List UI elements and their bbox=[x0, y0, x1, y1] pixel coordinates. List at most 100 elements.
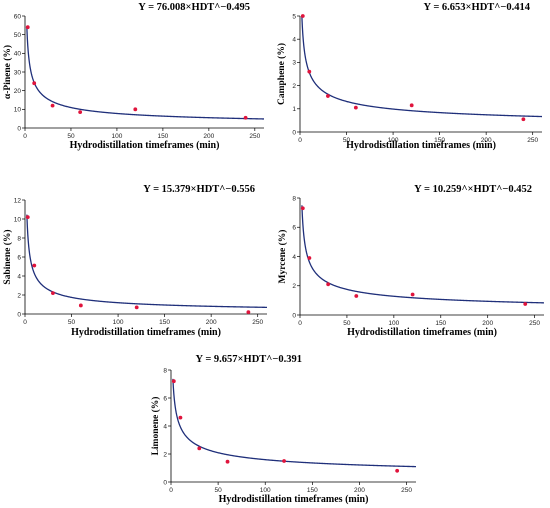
data-point bbox=[246, 310, 251, 314]
data-point bbox=[307, 256, 312, 260]
equation-label: Y = 9.657×HDT^−0.391 bbox=[196, 354, 303, 365]
data-point bbox=[300, 14, 305, 18]
y-tick-label: 2 bbox=[292, 83, 296, 90]
chart-panel-2: 0 50 100 150 200 250 0 1 2 3 4 5 Y = 6.653×HDT^−0.41… bbox=[276, 2, 543, 151]
data-point bbox=[50, 103, 55, 108]
x-tick-label: 100 bbox=[388, 137, 399, 144]
data-point bbox=[32, 81, 37, 86]
y-axis-label: α-Pinene (%) bbox=[2, 45, 13, 99]
data-point bbox=[133, 107, 138, 112]
x-axis-label: Hydrodistillation timeframes (min) bbox=[70, 140, 220, 151]
y-tick-label: 4 bbox=[17, 273, 21, 280]
x-tick-label: 200 bbox=[481, 137, 492, 144]
y-axis-label: Sabinene (%) bbox=[2, 229, 13, 284]
x-tick-label: 150 bbox=[434, 137, 445, 144]
data-point bbox=[326, 282, 331, 287]
data-point bbox=[51, 291, 55, 295]
chart-panel-1: 0 50 100 150 200 250 0 10 20 30 40 50 60 Y = 76.008×H… bbox=[2, 2, 265, 151]
data-point bbox=[78, 110, 83, 115]
fit-curve bbox=[26, 27, 265, 120]
y-tick-label: 60 bbox=[14, 13, 22, 20]
y-tick-label: 8 bbox=[292, 195, 296, 202]
y-tick-label: 1 bbox=[292, 106, 296, 113]
y-tick-label: 3 bbox=[292, 60, 296, 67]
y-tick-label: 0 bbox=[17, 311, 21, 318]
data-point bbox=[32, 263, 37, 268]
x-axis-label: Hydrodistillation timeframes (min) bbox=[347, 327, 497, 338]
x-tick-label: 0 bbox=[23, 133, 27, 140]
y-axis-label: Limonene (%) bbox=[150, 397, 161, 456]
x-tick-label: 150 bbox=[159, 319, 170, 326]
data-point bbox=[171, 379, 176, 384]
y-tick-label: 50 bbox=[14, 32, 22, 39]
equation-label: Y = 76.008×HDT^−0.495 bbox=[138, 2, 250, 13]
x-tick-label: 0 bbox=[298, 137, 302, 144]
y-tick-label: 30 bbox=[14, 69, 22, 76]
fit-curve bbox=[301, 16, 543, 118]
x-tick-label: 150 bbox=[157, 133, 168, 140]
chart-panel-5: 0 50 100 150 200 250 0 2 4 6 8 Y = 9.657×HDT^−0.391… bbox=[150, 354, 417, 505]
data-point bbox=[326, 94, 330, 98]
x-tick-label: 100 bbox=[260, 487, 271, 494]
data-point bbox=[409, 103, 414, 108]
x-tick-label: 200 bbox=[206, 319, 217, 326]
data-point bbox=[395, 468, 400, 473]
y-tick-label: 10 bbox=[14, 107, 22, 114]
y-tick-label: 20 bbox=[14, 88, 22, 95]
x-tick-label: 250 bbox=[527, 137, 538, 144]
x-tick-label: 150 bbox=[307, 487, 318, 494]
x-tick-label: 250 bbox=[252, 319, 263, 326]
y-tick-label: 4 bbox=[163, 423, 167, 430]
data-point bbox=[307, 69, 312, 74]
data-point bbox=[134, 305, 139, 310]
y-tick-label: 4 bbox=[292, 254, 296, 261]
data-point bbox=[78, 303, 83, 308]
chart-panel-4: 0 50 100 150 200 250 0 2 4 6 8 Y = 10.259^×HDT^−0.4… bbox=[277, 184, 545, 338]
y-tick-label: 6 bbox=[17, 254, 21, 261]
x-tick-label: 50 bbox=[214, 487, 222, 494]
y-tick-label: 4 bbox=[292, 37, 296, 44]
y-tick-label: 2 bbox=[17, 292, 21, 299]
fit-curve bbox=[26, 214, 267, 309]
y-tick-label: 0 bbox=[292, 312, 296, 319]
data-point bbox=[353, 105, 358, 110]
equation-label: Y = 15.379×HDT^−0.556 bbox=[143, 184, 255, 195]
x-tick-label: 50 bbox=[343, 137, 351, 144]
data-point bbox=[410, 292, 415, 297]
data-point bbox=[197, 446, 202, 451]
x-tick-label: 250 bbox=[249, 133, 260, 140]
x-tick-label: 200 bbox=[482, 320, 493, 327]
y-axis-label: Camphene (%) bbox=[276, 43, 287, 105]
y-tick-label: 2 bbox=[163, 451, 167, 458]
data-point bbox=[178, 415, 183, 420]
data-point bbox=[300, 206, 305, 211]
y-tick-label: 5 bbox=[292, 13, 296, 20]
x-tick-label: 250 bbox=[529, 320, 540, 327]
y-tick-label: 0 bbox=[292, 129, 296, 136]
x-tick-label: 100 bbox=[113, 319, 124, 326]
x-tick-label: 50 bbox=[67, 133, 75, 140]
x-tick-label: 50 bbox=[68, 319, 76, 326]
x-tick-label: 150 bbox=[435, 320, 446, 327]
data-point bbox=[25, 215, 30, 220]
x-axis-label: Hydrodistillation timeframes (min) bbox=[219, 494, 369, 505]
y-tick-label: 6 bbox=[163, 395, 167, 402]
data-point bbox=[25, 25, 30, 30]
data-point bbox=[225, 459, 230, 464]
x-tick-label: 0 bbox=[23, 319, 27, 326]
x-tick-label: 0 bbox=[298, 320, 302, 327]
chart-panel-3: 0 50 100 150 200 250 0 2 4 6 8 10 12 Y = 15.379×HDT^−… bbox=[2, 184, 267, 338]
x-tick-label: 200 bbox=[354, 487, 365, 494]
x-tick-label: 250 bbox=[401, 487, 412, 494]
fit-curve bbox=[172, 378, 417, 468]
x-tick-label: 100 bbox=[388, 320, 399, 327]
x-axis-label: Hydrodistillation timeframes (min) bbox=[346, 140, 496, 151]
y-tick-label: 8 bbox=[163, 367, 167, 374]
y-tick-label: 2 bbox=[292, 283, 296, 290]
equation-label: Y = 10.259^×HDT^−0.452 bbox=[414, 184, 532, 195]
x-axis-label: Hydrodistillation timeframes (min) bbox=[71, 327, 221, 338]
y-tick-label: 10 bbox=[14, 216, 22, 223]
y-tick-label: 12 bbox=[14, 197, 22, 204]
fit-curve bbox=[301, 205, 545, 304]
